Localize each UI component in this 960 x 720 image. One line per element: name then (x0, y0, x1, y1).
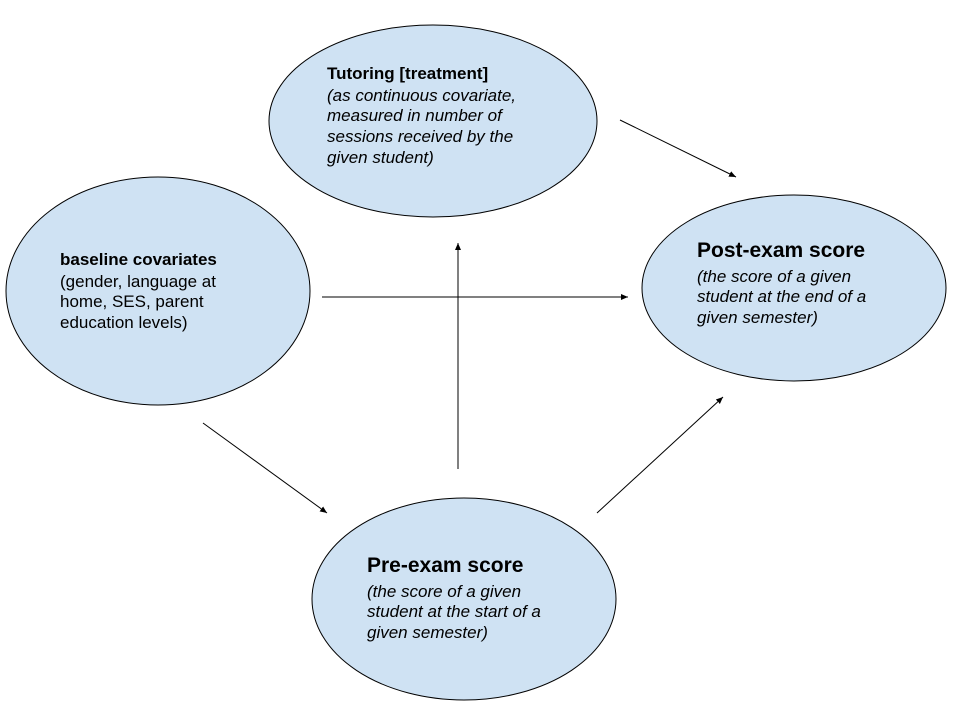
tutoring-description: (as continuous covariate, measured in nu… (327, 85, 516, 167)
pre-exam-label: Pre-exam score (the score of a given stu… (367, 553, 597, 644)
baseline-label: baseline covariates (gender, language at… (60, 250, 290, 334)
tutoring-node (268, 24, 598, 218)
pre-exam-description: (the score of a given student at the sta… (367, 581, 541, 643)
edge-tutoring-to-post-exam (619, 119, 737, 178)
edge-baseline-to-pre-exam (202, 422, 328, 514)
post-exam-node (641, 194, 947, 382)
pre-exam-node (311, 497, 617, 701)
tutoring-title: Tutoring [treatment] (327, 64, 489, 83)
baseline-node (5, 176, 311, 406)
tutoring-label: Tutoring [treatment] (as continuous cova… (327, 64, 587, 169)
edge-pre-exam-to-post-exam (596, 396, 724, 514)
pre-exam-title: Pre-exam score (367, 554, 524, 577)
post-exam-title: Post-exam score (697, 239, 866, 262)
baseline-title: baseline covariates (60, 250, 217, 269)
post-exam-description: (the score of a given student at the end… (697, 266, 867, 328)
baseline-description: (gender, language at home, SES, parent e… (60, 271, 216, 333)
post-exam-label: Post-exam score (the score of a given st… (697, 238, 927, 329)
